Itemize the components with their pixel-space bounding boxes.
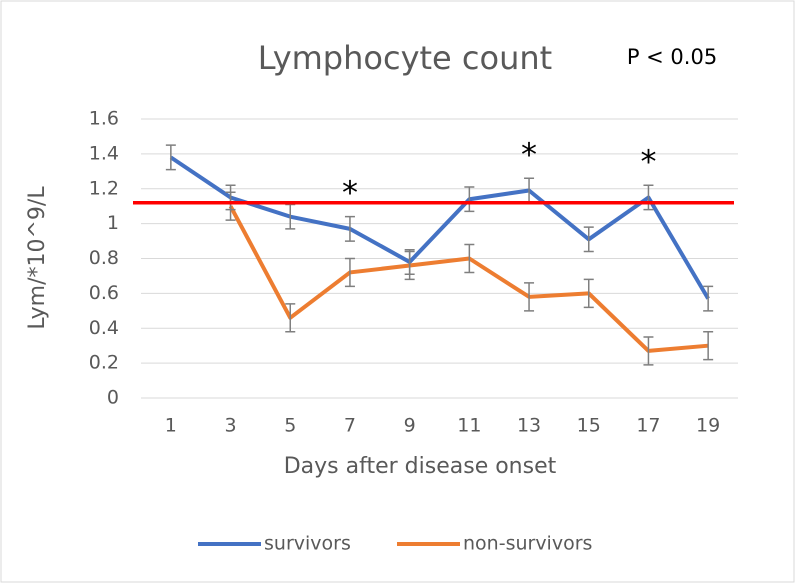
error-bar xyxy=(344,257,355,288)
annotation: * xyxy=(342,174,358,212)
legend-label: survivors xyxy=(264,533,351,555)
y-tick-label: 0.8 xyxy=(89,247,119,269)
x-tick-label: 5 xyxy=(284,415,296,437)
error-bar xyxy=(464,243,475,274)
x-tick-label: 11 xyxy=(457,415,481,437)
y-tick-label: 0.2 xyxy=(89,352,119,374)
x-tick-label: 13 xyxy=(517,415,541,437)
error-bar xyxy=(583,278,594,309)
error-bar xyxy=(703,330,714,361)
x-axis-label: Days after disease onset xyxy=(284,454,557,479)
error-bar xyxy=(225,191,236,221)
error-bar xyxy=(285,303,296,333)
p-value: P < 0.05 xyxy=(627,45,717,69)
y-axis-label: Lym/*10^9/L xyxy=(25,186,50,330)
error-bar xyxy=(344,215,355,242)
error-bar xyxy=(643,184,654,211)
error-bar xyxy=(404,250,415,281)
y-tick-label: 1.6 xyxy=(89,108,119,130)
x-tick-label: 9 xyxy=(404,415,416,437)
x-tick-label: 17 xyxy=(636,415,660,437)
legend-label: non-survivors xyxy=(463,533,592,555)
error-bar xyxy=(703,285,714,312)
annotation: * xyxy=(521,135,537,173)
error-bar xyxy=(583,226,594,253)
y-tick-label: 1 xyxy=(107,212,119,234)
x-tick-label: 19 xyxy=(696,415,720,437)
error-bar xyxy=(524,282,535,312)
y-tick-label: 0.4 xyxy=(89,317,119,339)
error-bar xyxy=(643,336,654,366)
x-tick-label: 1 xyxy=(165,415,177,437)
error-bar xyxy=(464,186,475,213)
x-tick-label: 3 xyxy=(225,415,237,437)
error-bar xyxy=(165,144,176,171)
y-tick-label: 1.4 xyxy=(89,142,119,164)
y-tick-label: 1.2 xyxy=(89,177,119,199)
y-tick-label: 0 xyxy=(107,387,119,409)
series-line xyxy=(169,155,710,300)
y-tick-label: 0.6 xyxy=(89,282,119,304)
x-tick-label: 15 xyxy=(577,415,601,437)
chart-title: Lymphocyte count xyxy=(258,39,552,77)
x-tick-label: 7 xyxy=(344,415,356,437)
annotation: * xyxy=(640,142,656,180)
